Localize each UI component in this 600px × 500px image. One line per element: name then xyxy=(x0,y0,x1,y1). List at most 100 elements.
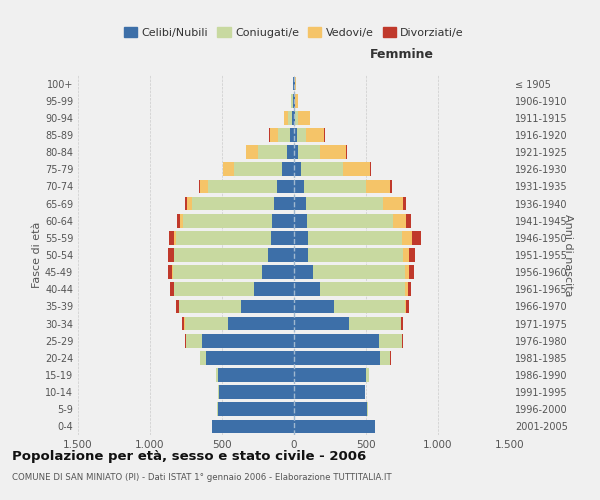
Bar xyxy=(278,128,290,142)
Bar xyxy=(254,282,294,296)
Bar xyxy=(262,266,294,279)
Bar xyxy=(185,316,228,330)
Bar xyxy=(294,402,367,416)
Text: Femmine: Femmine xyxy=(370,48,434,60)
Bar xyxy=(294,316,349,330)
Bar xyxy=(199,180,200,194)
Bar xyxy=(258,146,287,159)
Bar xyxy=(269,128,278,142)
Bar xyxy=(218,402,294,416)
Bar xyxy=(233,162,283,176)
Bar xyxy=(200,351,206,364)
Bar xyxy=(283,162,294,176)
Bar xyxy=(366,180,391,194)
Bar xyxy=(409,248,415,262)
Bar xyxy=(223,162,233,176)
Bar xyxy=(297,128,305,142)
Bar xyxy=(174,248,175,262)
Bar xyxy=(292,94,293,108)
Bar xyxy=(294,146,298,159)
Bar xyxy=(288,111,292,124)
Bar xyxy=(308,248,403,262)
Bar xyxy=(293,76,294,90)
Bar xyxy=(246,146,247,159)
Bar xyxy=(187,196,192,210)
Bar xyxy=(295,111,298,124)
Bar xyxy=(293,94,294,108)
Bar xyxy=(320,282,405,296)
Bar xyxy=(169,231,175,244)
Bar xyxy=(228,316,294,330)
Bar xyxy=(412,231,421,244)
Bar xyxy=(219,386,294,399)
Bar xyxy=(402,231,412,244)
Bar xyxy=(274,196,294,210)
Bar xyxy=(294,231,308,244)
Bar xyxy=(175,248,268,262)
Bar xyxy=(294,368,366,382)
Bar xyxy=(403,196,406,210)
Bar xyxy=(391,180,392,194)
Bar xyxy=(405,300,406,314)
Bar xyxy=(168,266,172,279)
Bar xyxy=(173,266,262,279)
Bar xyxy=(277,180,294,194)
Bar xyxy=(383,196,403,210)
Bar xyxy=(294,351,380,364)
Y-axis label: Fasce di età: Fasce di età xyxy=(32,222,42,288)
Bar xyxy=(216,368,218,382)
Bar xyxy=(305,128,324,142)
Bar xyxy=(292,111,294,124)
Bar xyxy=(241,300,294,314)
Bar xyxy=(294,180,304,194)
Bar xyxy=(294,76,295,90)
Bar xyxy=(304,180,366,194)
Bar xyxy=(346,146,347,159)
Bar xyxy=(168,248,174,262)
Bar xyxy=(294,266,313,279)
Bar xyxy=(298,111,310,124)
Bar xyxy=(408,282,412,296)
Bar xyxy=(405,266,409,279)
Bar xyxy=(287,146,294,159)
Bar xyxy=(313,266,405,279)
Bar xyxy=(295,94,298,108)
Bar xyxy=(202,334,294,347)
Bar xyxy=(301,162,343,176)
Bar xyxy=(170,282,174,296)
Bar xyxy=(192,196,274,210)
Bar xyxy=(200,180,208,194)
Bar xyxy=(290,94,292,108)
Bar xyxy=(334,300,405,314)
Bar xyxy=(401,316,403,330)
Bar xyxy=(349,316,401,330)
Bar xyxy=(294,386,365,399)
Bar xyxy=(272,214,294,228)
Bar xyxy=(176,300,179,314)
Bar xyxy=(183,214,272,228)
Bar xyxy=(176,231,271,244)
Bar xyxy=(294,196,305,210)
Legend: Celibi/Nubili, Coniugati/e, Vedovi/e, Divorziati/e: Celibi/Nubili, Coniugati/e, Vedovi/e, Di… xyxy=(119,23,469,42)
Bar xyxy=(409,266,414,279)
Bar xyxy=(294,94,295,108)
Bar xyxy=(182,316,184,330)
Bar xyxy=(295,76,296,90)
Bar xyxy=(206,351,294,364)
Bar xyxy=(320,146,346,159)
Bar xyxy=(294,248,308,262)
Bar xyxy=(271,231,294,244)
Text: Popolazione per età, sesso e stato civile - 2006: Popolazione per età, sesso e stato civil… xyxy=(12,450,366,463)
Bar xyxy=(294,420,374,434)
Bar xyxy=(343,162,370,176)
Text: COMUNE DI SAN MINIATO (PI) - Dati ISTAT 1° gennaio 2006 - Elaborazione TUTTITALI: COMUNE DI SAN MINIATO (PI) - Dati ISTAT … xyxy=(12,472,392,482)
Bar xyxy=(294,162,301,176)
Bar xyxy=(268,248,294,262)
Bar xyxy=(294,282,320,296)
Bar xyxy=(218,368,294,382)
Bar xyxy=(405,282,408,296)
Bar xyxy=(284,111,288,124)
Bar xyxy=(180,214,183,228)
Bar xyxy=(176,214,180,228)
Bar xyxy=(218,386,219,399)
